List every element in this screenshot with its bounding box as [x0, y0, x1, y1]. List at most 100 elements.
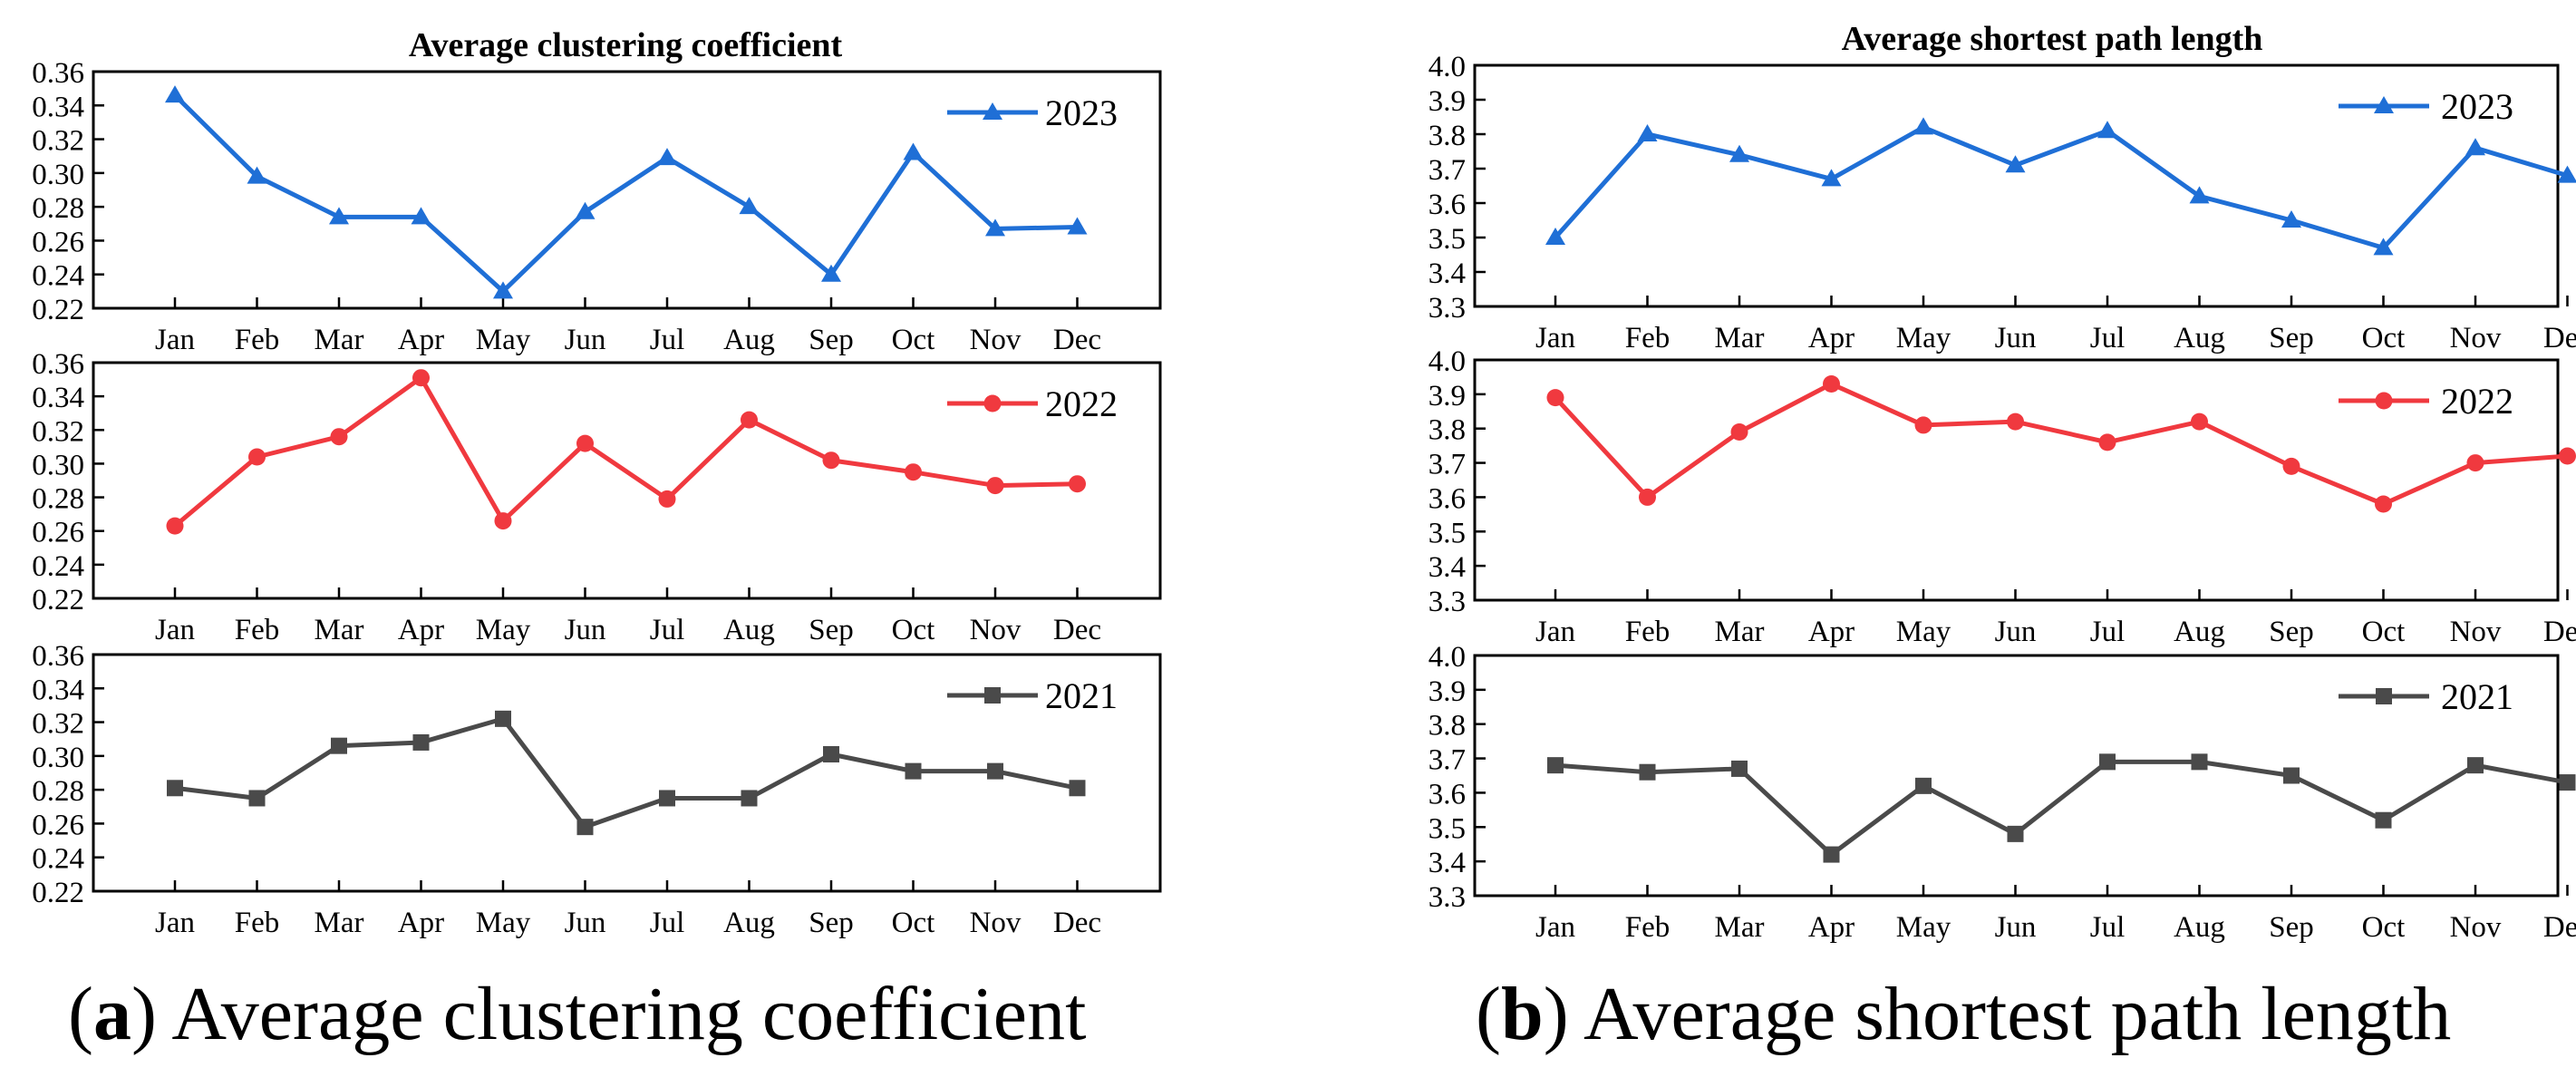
- data-point-2021: [2375, 811, 2392, 829]
- legend-label: 2023: [1045, 92, 1118, 133]
- data-point-2023: [2097, 121, 2117, 139]
- legend-marker: [2375, 392, 2393, 410]
- data-point-2023: [2005, 155, 2026, 173]
- y-tick-label: 3.4: [1428, 551, 1466, 584]
- x-tick-label: Jul: [2090, 911, 2126, 944]
- data-point-2023: [1729, 144, 1749, 162]
- y-tick-label: 0.36: [32, 57, 84, 90]
- y-tick-label: 0.24: [32, 550, 84, 583]
- y-tick-label: 3.8: [1428, 414, 1466, 447]
- legend-2021: 2021: [947, 675, 1118, 716]
- data-point-2021: [1547, 757, 1564, 774]
- x-tick-label: Feb: [1625, 322, 1671, 354]
- x-tick-label: Jul: [2090, 322, 2126, 354]
- y-tick-label: 3.6: [1428, 482, 1466, 515]
- x-tick-label: Aug: [723, 614, 775, 646]
- data-point-2023: [1545, 228, 1565, 245]
- y-tick-label: 0.34: [32, 674, 84, 706]
- data-point-2022: [2098, 433, 2116, 451]
- data-point-2022: [412, 369, 430, 387]
- x-tick-label: May: [1896, 616, 1951, 648]
- x-tick-label: Nov: [2450, 911, 2502, 944]
- legend-marker: [2374, 96, 2394, 113]
- data-point-2021: [1915, 777, 1932, 794]
- plot-frame: [1473, 358, 2560, 602]
- x-tick-label: Apr: [398, 324, 444, 356]
- series-line-2021: [1554, 759, 2568, 858]
- plot-frame: [92, 361, 1162, 600]
- x-tick-label: Oct: [2362, 911, 2406, 944]
- data-point-2022: [2375, 495, 2392, 513]
- data-point-2022: [2282, 457, 2300, 475]
- data-point-2022: [1069, 475, 1086, 493]
- data-point-2023: [2189, 186, 2210, 204]
- legend-2023: 2023: [2339, 86, 2513, 127]
- data-point-2021: [2283, 767, 2300, 784]
- data-point-2022: [1730, 423, 1748, 441]
- x-tick-label: Jun: [565, 324, 606, 356]
- legend-marker: [2376, 688, 2392, 704]
- legend-label: 2021: [1045, 675, 1118, 716]
- x-tick-label: Oct: [2362, 322, 2406, 354]
- y-tick-label: 0.28: [32, 775, 84, 808]
- x-tick-label: Jan: [155, 614, 195, 646]
- data-point-2021: [248, 790, 266, 807]
- data-point-2022: [822, 451, 840, 470]
- x-tick-label: Mar: [315, 907, 364, 939]
- caption-a-text: Average clustering coefficient: [156, 972, 1087, 1056]
- x-tick-label: Feb: [235, 324, 280, 356]
- y-tick-label: 3.3: [1428, 586, 1466, 618]
- x-tick-label: Oct: [892, 614, 935, 646]
- x-tick-label: Nov: [2450, 616, 2502, 648]
- x-tick-label: Mar: [1715, 322, 1765, 354]
- y-tick-label: 3.7: [1428, 744, 1466, 777]
- x-tick-label: Dec: [1053, 907, 1101, 939]
- panel-clustering-2022: 0.220.240.260.280.300.320.340.36 Jan Feb Ma…: [32, 348, 1162, 646]
- data-point-2021: [659, 790, 675, 807]
- data-point-2021: [741, 790, 758, 807]
- data-point-2021: [1731, 760, 1748, 777]
- data-point-2023: [2557, 165, 2576, 183]
- y-tick-label: 3.4: [1428, 847, 1466, 879]
- x-tick-label: Feb: [235, 907, 280, 939]
- data-point-2021: [331, 737, 347, 754]
- data-point-2021: [2559, 774, 2576, 791]
- x-tick-label: Sep: [809, 907, 854, 939]
- x-tick-label: Sep: [2269, 322, 2314, 354]
- x-tick-label: Apr: [398, 907, 444, 939]
- caption-a: (a) Average clustering coefficient: [68, 972, 1087, 1056]
- data-point-2022: [248, 448, 266, 466]
- data-point-2021: [2467, 757, 2484, 774]
- x-tick-label: Jul: [650, 907, 685, 939]
- y-tick-label: 0.22: [32, 877, 84, 909]
- y-tick-label: 3.9: [1428, 675, 1466, 708]
- data-point-2023: [165, 85, 185, 103]
- data-point-2022: [905, 463, 922, 481]
- y-tick-label: 0.22: [32, 584, 84, 616]
- data-point-2022: [494, 512, 512, 530]
- x-tick-label: Mar: [1715, 616, 1765, 648]
- data-point-2023: [1913, 117, 1933, 135]
- data-point-2022: [986, 477, 1004, 495]
- y-tick-label: 0.32: [32, 708, 84, 741]
- x-tick-label: Sep: [2269, 911, 2314, 944]
- y-tick-label: 0.30: [32, 159, 84, 191]
- y-tick-label: 0.28: [32, 483, 84, 516]
- plot-frame: [1473, 654, 2560, 898]
- y-tick-label: 0.34: [32, 91, 84, 123]
- x-tick-label: Feb: [1625, 616, 1671, 648]
- x-tick-label: Oct: [892, 324, 935, 356]
- data-point-2021: [167, 780, 183, 797]
- panel-pathlength-2021: 3.33.43.53.63.73.83.94.0 Jan Feb Mar Apr May J…: [1428, 641, 2576, 944]
- y-tick-label: 3.8: [1428, 120, 1466, 152]
- data-point-2021: [2099, 753, 2116, 771]
- x-tick-label: May: [1896, 911, 1951, 944]
- data-point-2023: [2281, 210, 2301, 228]
- data-point-2021: [905, 762, 922, 780]
- y-tick-label: 0.22: [32, 294, 84, 326]
- data-point-2023: [2373, 238, 2394, 256]
- legend-2022: 2022: [2339, 381, 2513, 422]
- data-point-2021: [495, 710, 511, 727]
- x-tick-label: Jun: [1995, 911, 2037, 944]
- x-tick-label: Apr: [1808, 616, 1855, 648]
